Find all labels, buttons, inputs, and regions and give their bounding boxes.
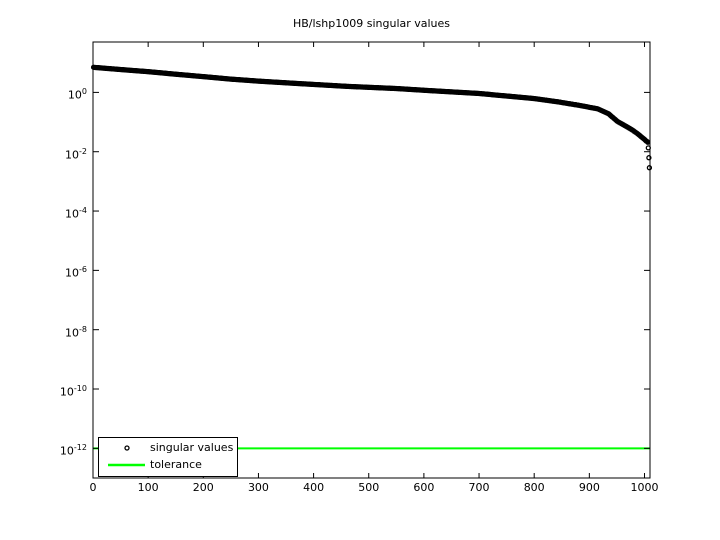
y-tick-label: 100 xyxy=(67,87,87,103)
x-tick-label: 600 xyxy=(413,481,435,494)
y-tick-label: 10-10 xyxy=(59,384,87,399)
x-tick-label: 700 xyxy=(468,481,490,494)
y-tick-label: 10-12 xyxy=(59,443,87,458)
x-tick-label: 200 xyxy=(192,481,214,494)
y-tick-label: 10-8 xyxy=(65,324,87,340)
legend-label-tolerance: tolerance xyxy=(150,458,202,471)
legend-marker-samples xyxy=(108,445,145,467)
x-tick-label: 0 xyxy=(89,481,97,494)
x-tick-label: 800 xyxy=(523,481,545,494)
y-tick-label: 10-6 xyxy=(65,265,87,281)
legend: singular values tolerance xyxy=(98,437,238,477)
singular-values-series xyxy=(90,64,653,171)
axes-box xyxy=(92,41,651,479)
x-tick-label: 900 xyxy=(578,481,600,494)
x-tick-label: 300 xyxy=(247,481,269,494)
circle-marker-icon xyxy=(124,445,130,451)
y-tick-label: 10-4 xyxy=(65,206,87,221)
x-tick-label: 500 xyxy=(358,481,380,494)
legend-label-singular-values: singular values xyxy=(150,441,234,454)
x-tick-label: 100 xyxy=(137,481,159,494)
y-tick-label: 10-2 xyxy=(65,146,87,162)
x-tick-label: 1000 xyxy=(630,481,659,494)
chart-title: HB/lshp1009 singular values xyxy=(292,17,451,30)
x-tick-label: 400 xyxy=(303,481,325,494)
